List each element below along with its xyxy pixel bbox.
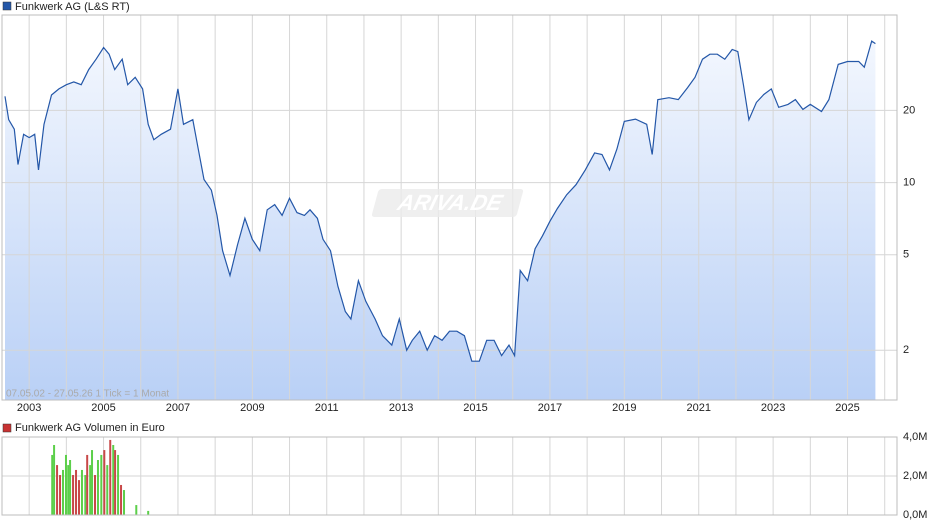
plot-layer: 07.05.02 - 27.05.26 1 Tick = 1 Monat: [1, 14, 898, 401]
volume-bar: [75, 469, 78, 515]
chart-title: Funkwerk AG Volumen in Euro: [15, 422, 165, 434]
volume-bar: [64, 454, 67, 515]
area: [5, 41, 876, 400]
x-tick-label: 2003: [17, 402, 41, 414]
volume-bar: [62, 469, 65, 515]
x-tick-label: 2011: [315, 402, 339, 414]
volume-bar: [147, 510, 150, 515]
volume-bar: [56, 465, 59, 515]
volume-bar: [103, 450, 106, 515]
plot-layer: [1, 436, 898, 516]
volume-bar: [78, 480, 81, 515]
volume-bar: [93, 475, 96, 515]
volume-bar: [80, 469, 83, 515]
volume-bar: [72, 475, 75, 515]
volume-bar: [84, 475, 87, 515]
y-tick-label: 2: [903, 344, 909, 356]
volume-bar: [112, 444, 115, 515]
y-tick-label: 20: [903, 104, 915, 116]
y-tick-label: 2,0M: [903, 470, 927, 482]
plot-frame: [1, 14, 898, 401]
volume-bar: [100, 454, 103, 515]
x-tick-label: 2007: [166, 402, 190, 414]
x-tick-label: 2017: [538, 402, 562, 414]
x-tick-label: 2019: [612, 402, 636, 414]
x-tick-label: 2005: [91, 402, 115, 414]
plot-frame: [1, 436, 898, 516]
volume-bar: [53, 444, 56, 515]
y-tick-label: 4,0M: [903, 431, 927, 443]
volume-bar: [114, 450, 117, 515]
volume-bar: [89, 465, 92, 515]
x-tick-label: 2009: [240, 402, 264, 414]
volume-bar: [51, 454, 54, 515]
volume-bar: [123, 490, 126, 515]
x-tick-label: 2023: [761, 402, 785, 414]
watermark-box: ARIVA.DE: [371, 189, 524, 217]
volume-bar: [86, 454, 89, 515]
volume-bar: [109, 439, 112, 515]
volume-bar: [96, 460, 99, 515]
x-tick-label: 2013: [389, 402, 413, 414]
y-tick-label: 0,0M: [903, 509, 927, 521]
volume-bar: [91, 450, 94, 515]
legend-swatch: [2, 1, 12, 11]
volume-bar: [135, 505, 138, 515]
volume-bar: [67, 465, 70, 515]
y-tick-label: 10: [903, 177, 915, 189]
volume-bar: [117, 454, 120, 515]
volume-bar: [69, 460, 72, 515]
volume-bar: [106, 465, 109, 515]
chart-title: Funkwerk AG (L&S RT): [15, 1, 130, 13]
x-tick-label: 2025: [835, 402, 859, 414]
price-line: [4, 40, 876, 362]
x-tick-label: 2015: [463, 402, 487, 414]
y-tick-label: 5: [903, 249, 909, 261]
volume-bar: [59, 475, 62, 515]
x-tick-label: 2021: [686, 402, 710, 414]
volume-bar: [120, 484, 123, 515]
watermark: ARIVA.DE: [394, 190, 506, 215]
legend-swatch: [2, 423, 12, 433]
footnote: 07.05.02 - 27.05.26 1 Tick = 1 Monat: [6, 389, 169, 400]
